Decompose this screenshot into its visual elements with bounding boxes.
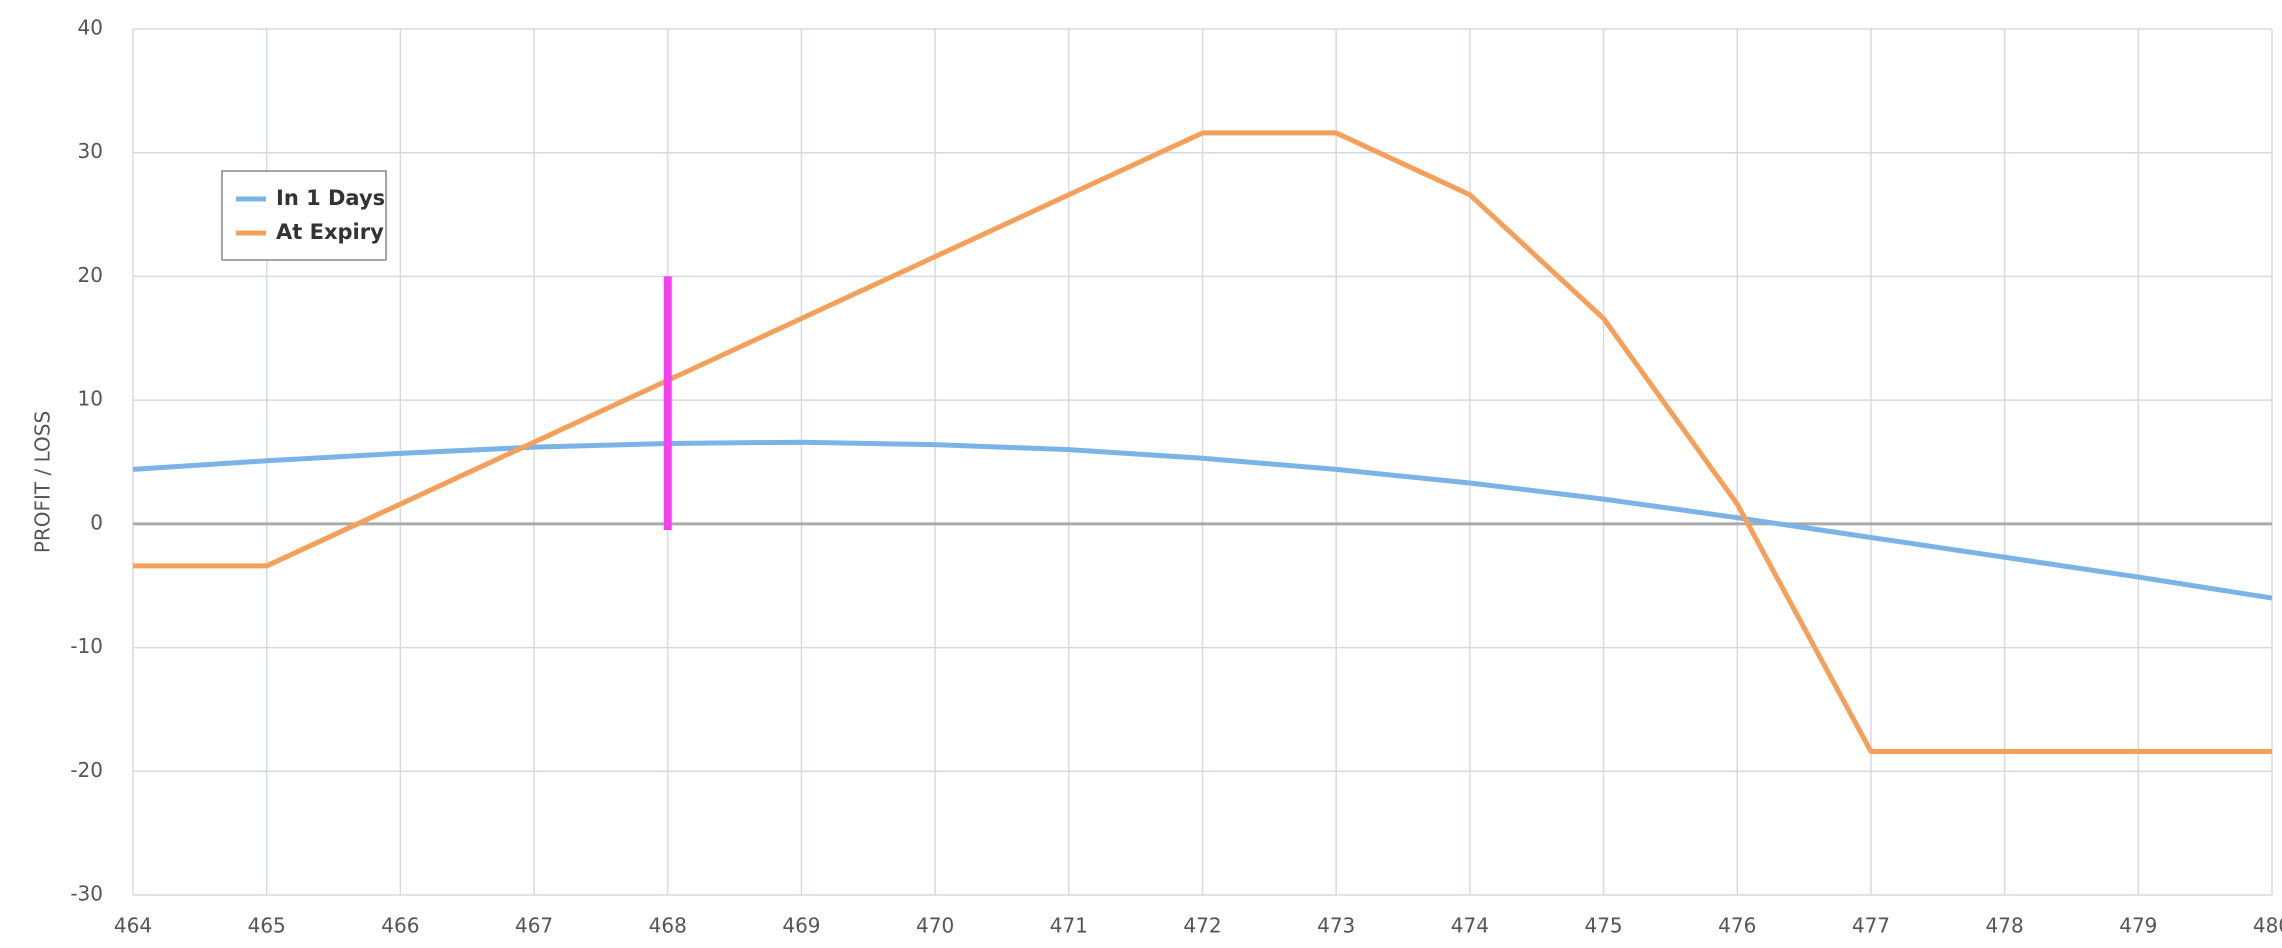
x-tick-label: 469	[782, 914, 820, 938]
x-tick-label: 466	[381, 914, 419, 938]
line-series	[133, 130, 2272, 754]
x-tick-label: 471	[1050, 914, 1088, 938]
x-tick-label: 472	[1183, 914, 1221, 938]
legend-label: At Expiry	[276, 220, 384, 244]
x-tick-label: 465	[248, 914, 286, 938]
legend-box	[221, 170, 387, 261]
x-tick-label: 479	[2119, 914, 2157, 938]
x-tick-label: 464	[114, 914, 152, 938]
x-tick-label: 474	[1451, 914, 1489, 938]
x-tick-label: 475	[1584, 914, 1622, 938]
x-tick-label: 480	[2253, 914, 2282, 938]
x-tick-label: 473	[1317, 914, 1355, 938]
y-tick-label: 40	[78, 16, 103, 40]
y-axis-label: PROFIT / LOSS	[31, 411, 55, 553]
y-tick-label: 10	[78, 387, 103, 411]
line-series	[132, 439, 2273, 601]
legend-label: In 1 Days	[276, 186, 385, 210]
y-tick-label: 20	[78, 263, 103, 287]
x-tick-label: 468	[649, 914, 687, 938]
y-tick-label: 30	[78, 139, 103, 163]
y-tick-label: -30	[70, 882, 103, 906]
x-tick-label: 477	[1852, 914, 1890, 938]
y-tick-label: -20	[70, 758, 103, 782]
x-tick-label: 478	[1986, 914, 2024, 938]
x-tick-label: 470	[916, 914, 954, 938]
y-tick-label: 0	[90, 510, 103, 534]
x-tick-label: 476	[1718, 914, 1756, 938]
y-tick-label: -10	[70, 634, 103, 658]
x-tick-label: 467	[515, 914, 553, 938]
